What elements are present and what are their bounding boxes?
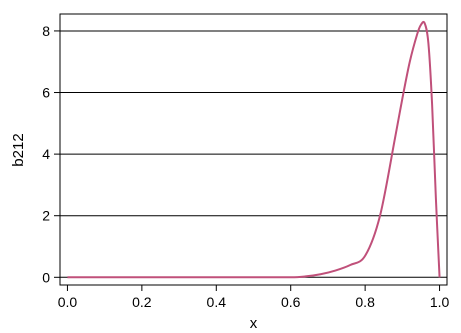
x-tick-label: 0.6 xyxy=(281,294,301,310)
x-axis: 0.0 0.2 0.4 0.6 0.8 1.0 xyxy=(58,285,450,310)
series-line xyxy=(67,20,441,279)
plot-frame xyxy=(59,13,448,286)
x-tick-label: 0.8 xyxy=(355,294,375,310)
y-tick-label: 8 xyxy=(42,23,50,39)
y-axis: 0 2 4 6 8 xyxy=(42,23,60,285)
plot-background xyxy=(60,14,447,285)
x-tick-label: 0.4 xyxy=(207,294,227,310)
y-tick-label: 0 xyxy=(42,269,50,285)
x-tick-label: 0.0 xyxy=(58,294,78,310)
x-axis-label: x xyxy=(250,315,258,332)
gridlines xyxy=(60,30,447,278)
x-tick-label: 1.0 xyxy=(430,294,450,310)
y-tick-label: 4 xyxy=(42,146,50,162)
y-axis-label: b212 xyxy=(10,133,27,166)
x-tick-label: 0.2 xyxy=(132,294,152,310)
y-tick-label: 2 xyxy=(42,208,50,224)
y-tick-label: 6 xyxy=(42,85,50,101)
